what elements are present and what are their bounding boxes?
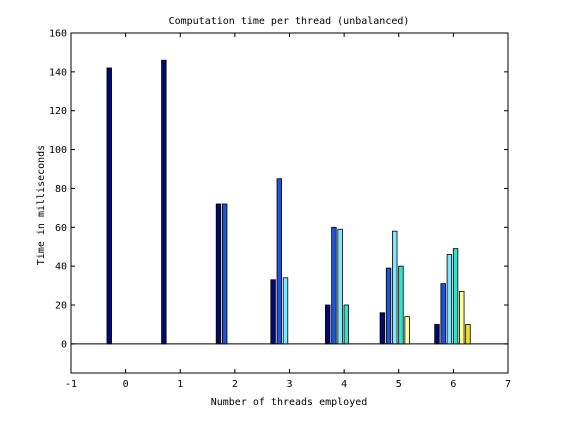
y-tick-label: 100 [49,145,67,156]
x-tick-label: 7 [505,379,511,390]
bar-threads-6-thread-3 [446,254,453,345]
bar-threads-4-thread-1 [325,304,331,345]
bar-threads-5-thread-5 [404,316,410,345]
y-tick-label: 160 [49,29,67,40]
bar-threads-4-thread-2 [331,226,337,345]
bar-threads-3-thread-1 [270,279,276,345]
y-tick-label: 120 [49,106,67,117]
bar-threads-5-thread-3 [392,230,398,345]
bar-threads-5-thread-1 [379,312,386,345]
bar-threads-5-thread-4 [398,265,404,345]
bar-threads-2-thread-2 [221,203,228,345]
bar-threads-2-thread-1 [215,203,222,345]
bar-threads-5-thread-2 [385,267,392,345]
bar-threads-6-thread-5 [459,290,465,345]
bar-threads-1-thread-1 [161,59,167,345]
y-axis-label: Time in milliseconds [36,145,47,265]
x-tick-label: 2 [232,379,238,390]
bar-threads-6-thread-4 [452,248,459,345]
x-axis-label: Number of threads employed [211,397,368,408]
ticks-group: -1 0 1 2 3 4 5 6 7 0 20 40 60 80 100 120 140 160 [49,29,511,391]
bar-threads-6-thread-1 [434,324,440,345]
chart-title: Computation time per thread (unbalanced) [169,16,410,27]
y-tick-label: 0 [61,339,67,350]
bar-threads-4-thread-4 [343,304,350,345]
bar-threads-6-thread-6 [465,324,471,345]
bar-threads-3-thread-3 [282,277,289,345]
y-tick-label: 60 [55,223,67,234]
x-tick-label: 5 [396,379,402,390]
bar-threads-0-thread-1 [106,67,112,345]
x-tick-label: 4 [341,379,347,390]
y-tick-label: 40 [55,262,67,273]
x-tick-label: -1 [65,379,77,390]
x-tick-label: 3 [286,379,292,390]
y-tick-label: 80 [55,184,67,195]
bar-threads-4-thread-3 [337,228,343,345]
y-tick-label: 140 [49,67,67,78]
x-tick-label: 6 [450,379,456,390]
bar-threads-6-thread-2 [440,283,446,345]
bar-threads-3-thread-2 [276,178,283,345]
y-tick-label: 20 [55,301,67,312]
x-tick-label: 0 [123,379,129,390]
x-tick-label: 1 [177,379,183,390]
bars-group [106,59,471,345]
